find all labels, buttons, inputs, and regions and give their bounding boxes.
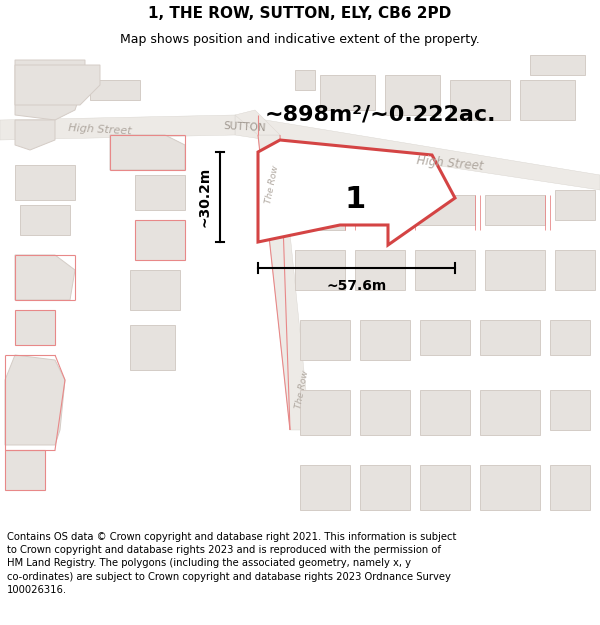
Polygon shape — [15, 310, 55, 345]
Text: ~57.6m: ~57.6m — [326, 279, 386, 293]
Polygon shape — [110, 135, 185, 170]
Polygon shape — [295, 70, 315, 90]
Text: ~898m²/~0.222ac.: ~898m²/~0.222ac. — [264, 105, 496, 125]
Polygon shape — [5, 450, 45, 490]
Polygon shape — [5, 355, 65, 445]
Polygon shape — [415, 250, 475, 290]
Text: High Street: High Street — [416, 154, 484, 173]
Text: The Row: The Row — [294, 370, 310, 410]
Polygon shape — [258, 135, 310, 430]
Polygon shape — [15, 255, 75, 300]
Polygon shape — [15, 65, 100, 105]
Polygon shape — [300, 320, 350, 360]
Polygon shape — [320, 75, 375, 110]
Polygon shape — [420, 320, 470, 355]
Polygon shape — [295, 250, 345, 290]
Polygon shape — [355, 250, 405, 290]
Polygon shape — [300, 465, 350, 510]
Polygon shape — [385, 75, 440, 115]
Polygon shape — [130, 325, 175, 370]
Polygon shape — [20, 205, 70, 235]
Text: The Row: The Row — [264, 165, 280, 205]
Polygon shape — [480, 320, 540, 355]
Polygon shape — [135, 220, 185, 260]
Text: ~30.2m: ~30.2m — [197, 167, 211, 227]
Text: Contains OS data © Crown copyright and database right 2021. This information is : Contains OS data © Crown copyright and d… — [7, 532, 457, 595]
Polygon shape — [480, 390, 540, 435]
Polygon shape — [355, 195, 405, 225]
Polygon shape — [420, 390, 470, 435]
Polygon shape — [420, 465, 470, 510]
Polygon shape — [550, 320, 590, 355]
Polygon shape — [415, 195, 475, 225]
Polygon shape — [485, 195, 545, 225]
Polygon shape — [550, 390, 590, 430]
Polygon shape — [15, 120, 55, 150]
Polygon shape — [295, 200, 345, 230]
Polygon shape — [15, 60, 85, 120]
Text: High Street: High Street — [68, 123, 132, 137]
Polygon shape — [360, 390, 410, 435]
Text: SUTTON: SUTTON — [224, 121, 266, 133]
Polygon shape — [555, 190, 595, 220]
Polygon shape — [530, 55, 585, 75]
Polygon shape — [450, 80, 510, 120]
Text: 1: 1 — [344, 186, 365, 214]
Polygon shape — [485, 250, 545, 290]
Polygon shape — [300, 390, 350, 435]
Polygon shape — [235, 110, 280, 135]
Polygon shape — [258, 140, 455, 245]
Polygon shape — [0, 115, 235, 140]
Text: Map shows position and indicative extent of the property.: Map shows position and indicative extent… — [120, 32, 480, 46]
Polygon shape — [90, 80, 140, 100]
Polygon shape — [360, 465, 410, 510]
Polygon shape — [135, 175, 185, 210]
Polygon shape — [235, 115, 600, 190]
Polygon shape — [480, 465, 540, 510]
Polygon shape — [550, 465, 590, 510]
Polygon shape — [15, 165, 75, 200]
Polygon shape — [555, 250, 595, 290]
Polygon shape — [520, 80, 575, 120]
Polygon shape — [360, 320, 410, 360]
Text: 1, THE ROW, SUTTON, ELY, CB6 2PD: 1, THE ROW, SUTTON, ELY, CB6 2PD — [148, 6, 452, 21]
Polygon shape — [130, 270, 180, 310]
